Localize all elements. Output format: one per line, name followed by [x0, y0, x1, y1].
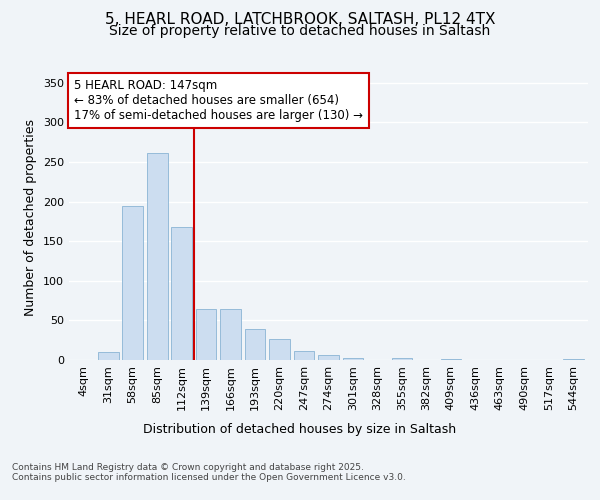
Text: 5 HEARL ROAD: 147sqm
← 83% of detached houses are smaller (654)
17% of semi-deta: 5 HEARL ROAD: 147sqm ← 83% of detached h…	[74, 80, 363, 122]
Y-axis label: Number of detached properties: Number of detached properties	[25, 119, 37, 316]
Bar	[293, 350, 314, 360]
Text: 5, HEARL ROAD, LATCHBROOK, SALTASH, PL12 4TX: 5, HEARL ROAD, LATCHBROOK, SALTASH, PL12…	[105, 12, 495, 28]
Text: Contains public sector information licensed under the Open Government Licence v3: Contains public sector information licen…	[12, 472, 406, 482]
Bar	[196, 308, 217, 360]
Text: Contains HM Land Registry data © Crown copyright and database right 2025.: Contains HM Land Registry data © Crown c…	[12, 462, 364, 471]
Bar	[147, 152, 167, 360]
Bar	[220, 308, 241, 360]
Text: Distribution of detached houses by size in Saltash: Distribution of detached houses by size …	[143, 422, 457, 436]
Bar	[171, 227, 192, 360]
Text: Size of property relative to detached houses in Saltash: Size of property relative to detached ho…	[109, 24, 491, 38]
Bar	[563, 359, 584, 360]
Bar	[122, 206, 143, 360]
Bar	[245, 329, 265, 360]
Bar	[440, 359, 461, 360]
Bar	[343, 358, 364, 360]
Bar	[269, 338, 290, 360]
Bar	[392, 358, 412, 360]
Bar	[98, 352, 119, 360]
Bar	[318, 355, 339, 360]
